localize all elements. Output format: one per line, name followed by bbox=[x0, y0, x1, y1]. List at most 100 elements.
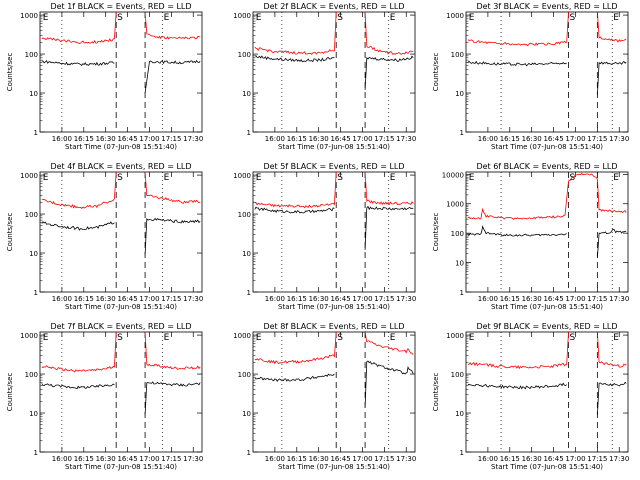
x-tick-label: 16:15 bbox=[74, 135, 94, 143]
x-tick-label: 17:00 bbox=[565, 135, 585, 143]
x-tick-label: 17:15 bbox=[161, 455, 181, 463]
plot-frame bbox=[252, 331, 416, 453]
x-tick-label: 17:30 bbox=[609, 135, 629, 143]
y-axis-label: Counts/sec bbox=[6, 213, 14, 252]
x-axis-label: Start Time (07-Jun-08 15:51:40) bbox=[491, 143, 603, 151]
x-tick-label: 16:45 bbox=[330, 135, 350, 143]
x-tick-label: 16:00 bbox=[478, 295, 498, 303]
series-lld-line bbox=[41, 171, 117, 209]
y-tick-label: 100 bbox=[451, 51, 464, 59]
x-tick-label: 16:30 bbox=[522, 135, 542, 143]
series-events-line bbox=[41, 59, 115, 66]
series-events-line bbox=[254, 373, 335, 383]
plot-frame bbox=[252, 11, 416, 133]
marker-label-e: E bbox=[390, 13, 396, 23]
x-tick-label: 16:45 bbox=[543, 135, 563, 143]
x-tick-label: 16:00 bbox=[478, 455, 498, 463]
x-tick-label: 17:00 bbox=[352, 135, 372, 143]
x-tick-label: 16:15 bbox=[287, 135, 307, 143]
series-events-line bbox=[467, 382, 567, 390]
marker-label-s: S bbox=[569, 333, 575, 343]
x-tick-label: 16:15 bbox=[500, 295, 520, 303]
marker-label-e: E bbox=[469, 13, 475, 23]
marker-label-e: E bbox=[469, 333, 475, 343]
x-tick-label: 16:15 bbox=[500, 135, 520, 143]
plot-frame bbox=[252, 171, 416, 293]
marker-label-s: S bbox=[337, 13, 343, 23]
x-tick-label: 16:45 bbox=[543, 295, 563, 303]
series-lld-line bbox=[467, 180, 569, 220]
panel-det-9f: Det 9f BLACK = Events, RED = LLD 1 10 100 10… bbox=[432, 322, 629, 471]
series-lld-line bbox=[144, 12, 201, 40]
x-tick-label: 16:45 bbox=[117, 135, 137, 143]
x-tick-label: 17:30 bbox=[609, 295, 629, 303]
marker-label-e: E bbox=[613, 13, 619, 23]
x-tick-label: 16:45 bbox=[543, 455, 563, 463]
x-tick-label: 17:00 bbox=[565, 295, 585, 303]
marker-label-e: E bbox=[256, 13, 262, 23]
x-axis-label: Start Time (07-Jun-08 15:51:40) bbox=[65, 303, 177, 311]
series-events-line bbox=[467, 60, 567, 67]
panel-det-6f: Det 6f BLACK = Events, RED = LLD 1 10 100 10… bbox=[432, 162, 629, 311]
series-events-line bbox=[597, 60, 627, 95]
panel-title: Det 9f BLACK = Events, RED = LLD bbox=[476, 322, 617, 331]
marker-label-e: E bbox=[256, 333, 262, 343]
panel-det-1f: Det 1f BLACK = Events, RED = LLD 1 10 100 10… bbox=[6, 2, 203, 151]
plot-frame bbox=[39, 171, 203, 293]
x-tick-label: 17:30 bbox=[609, 455, 629, 463]
panel-title: Det 4f BLACK = Events, RED = LLD bbox=[50, 162, 191, 171]
x-tick-label: 17:30 bbox=[396, 455, 416, 463]
x-tick-label: 16:00 bbox=[52, 455, 72, 463]
x-tick-label: 16:15 bbox=[74, 455, 94, 463]
x-tick-label: 17:30 bbox=[183, 295, 203, 303]
x-tick-label: 16:30 bbox=[96, 455, 116, 463]
x-axis-label: Start Time (07-Jun-08 15:51:40) bbox=[491, 463, 603, 471]
marker-label-s: S bbox=[117, 173, 123, 183]
x-tick-label: 17:30 bbox=[183, 455, 203, 463]
series-events-line bbox=[41, 383, 115, 390]
series-events-line bbox=[144, 381, 201, 415]
x-tick-label: 17:15 bbox=[374, 135, 394, 143]
x-tick-label: 16:30 bbox=[96, 295, 116, 303]
marker-label-s: S bbox=[337, 333, 343, 343]
x-tick-label: 17:15 bbox=[587, 455, 607, 463]
y-tick-label: 10 bbox=[29, 410, 38, 418]
y-axis-label: Counts/sec bbox=[432, 53, 440, 92]
series-lld-line bbox=[364, 330, 414, 355]
y-tick-label: 10 bbox=[455, 260, 464, 268]
series-events-line bbox=[144, 217, 201, 255]
y-tick-label: 1000 bbox=[446, 332, 464, 340]
marker-label-e: E bbox=[390, 173, 396, 183]
marker-label-e: E bbox=[164, 173, 170, 183]
y-tick-label: 1000 bbox=[446, 201, 464, 209]
y-tick-label: 10 bbox=[242, 90, 251, 98]
x-tick-label: 16:45 bbox=[117, 455, 137, 463]
y-tick-label: 1 bbox=[247, 289, 251, 297]
x-tick-label: 17:15 bbox=[374, 455, 394, 463]
y-tick-label: 100 bbox=[25, 211, 38, 219]
y-tick-label: 10 bbox=[29, 250, 38, 258]
series-events-line bbox=[41, 221, 115, 231]
series-events-line bbox=[467, 225, 567, 237]
series-lld-line bbox=[364, 11, 414, 55]
x-tick-label: 17:15 bbox=[374, 295, 394, 303]
marker-label-e: E bbox=[390, 333, 396, 343]
x-tick-label: 16:00 bbox=[52, 135, 72, 143]
panel-title: Det 3f BLACK = Events, RED = LLD bbox=[476, 2, 617, 11]
plot-frame bbox=[39, 11, 203, 133]
x-axis-label: Start Time (07-Jun-08 15:51:40) bbox=[278, 463, 390, 471]
x-tick-label: 16:00 bbox=[265, 295, 285, 303]
x-tick-label: 17:15 bbox=[161, 135, 181, 143]
x-tick-label: 17:00 bbox=[352, 295, 372, 303]
y-tick-label: 100 bbox=[25, 371, 38, 379]
marker-label-s: S bbox=[117, 13, 123, 23]
panel-title: Det 5f BLACK = Events, RED = LLD bbox=[263, 162, 404, 171]
series-lld-line bbox=[144, 331, 201, 370]
x-tick-label: 17:00 bbox=[139, 455, 159, 463]
y-tick-label: 1000 bbox=[446, 12, 464, 20]
panel-det-5f: Det 5f BLACK = Events, RED = LLD 1 10 100 10… bbox=[233, 162, 416, 311]
marker-label-s: S bbox=[337, 173, 343, 183]
plot-frame bbox=[465, 331, 629, 453]
x-tick-label: 16:00 bbox=[265, 455, 285, 463]
marker-label-e: E bbox=[164, 333, 170, 343]
